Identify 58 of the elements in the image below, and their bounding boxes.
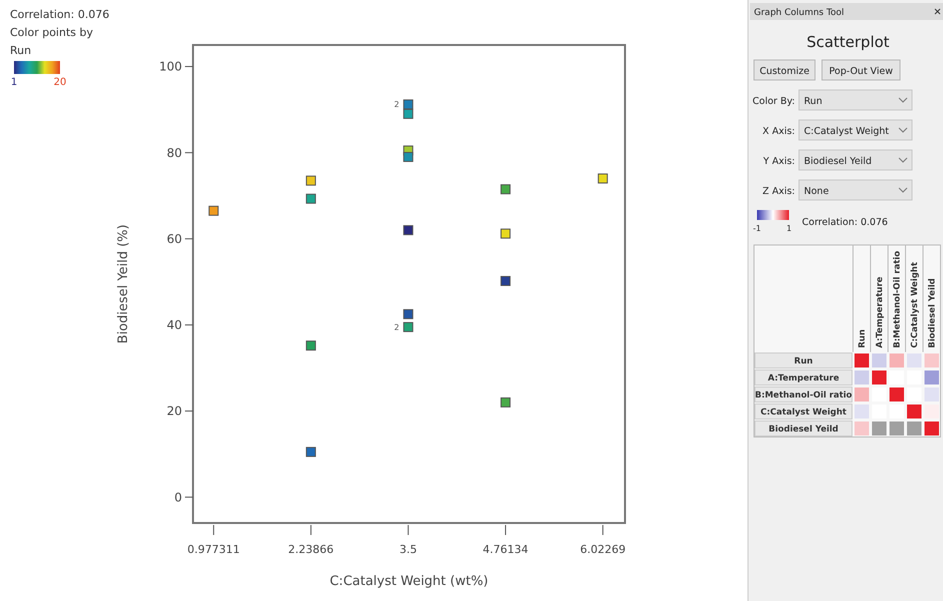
point [500,397,511,408]
point [403,152,414,162]
point [208,206,219,216]
y-tick-label: 80 [166,146,182,160]
point [500,228,511,239]
point [598,173,608,184]
y-tick-label: C:Catalyst Weight [760,407,846,418]
y-tick-label: 20 [166,404,182,418]
color-bar-title: Color points by Run [10,26,94,57]
point [306,194,316,204]
text: C:Catalyst Weight [804,126,890,137]
x-tick-label: 3.5 [399,543,417,556]
text: Scatterplot [806,33,890,51]
text: Pop-Out View [829,66,894,77]
point [306,446,316,457]
y-tick-label: A:Temperature [768,373,840,384]
text: X Axis: [762,126,795,137]
color-bar-label: 1 [786,224,792,233]
point [403,309,414,320]
text: Z Axis: [762,186,795,197]
y-axis-title: Biodiesel Yeild (%) [116,224,131,344]
annotation: 2 [394,322,400,332]
x-tick-label: 2.23866 [288,543,334,556]
text: Customize [760,66,810,77]
text: Biodiesel Yeild [804,156,872,167]
annotation: 2 [394,100,400,110]
text: Run [804,96,822,107]
text: Color By: [752,96,795,107]
x-tick-label: 6.02269 [580,543,626,556]
x-axis-title: C:Catalyst Weight (wt%) [330,574,488,589]
text: None [804,186,829,197]
point [403,322,414,332]
point [500,276,511,286]
color-bar-label: 1 [10,77,18,88]
x-tick-label: 4.76134 [482,543,528,556]
color-bar-label: -1 [753,224,761,233]
point [403,108,414,119]
x-tick-label: 0.977311 [187,543,240,556]
point [500,184,511,194]
text: Correlation: 0.076 [10,8,110,21]
point [306,340,316,351]
y-tick-label: Biodiesel Yeild [768,424,838,434]
text: Y Axis: [762,156,795,167]
y-tick-label: 40 [166,318,182,332]
x-tick-label: Run [858,329,868,348]
x-tick-label: Biodiesel Yeild [928,278,938,348]
y-tick-label: 100 [159,60,182,74]
x-tick-label: C:Catalyst Weight [910,262,920,348]
point [403,225,414,236]
y-tick-label: Run [794,356,813,366]
y-tick-label: B:Methanol-Oil ratio [754,390,852,400]
text: Graph Columns Tool [754,8,844,18]
color-bar-label: 20 [54,77,66,88]
y-tick-label: 60 [166,232,182,246]
text: Correlation: 0.076 [802,217,888,228]
y-tick-label: 0 [174,490,182,504]
point [306,176,316,186]
point [403,99,414,110]
